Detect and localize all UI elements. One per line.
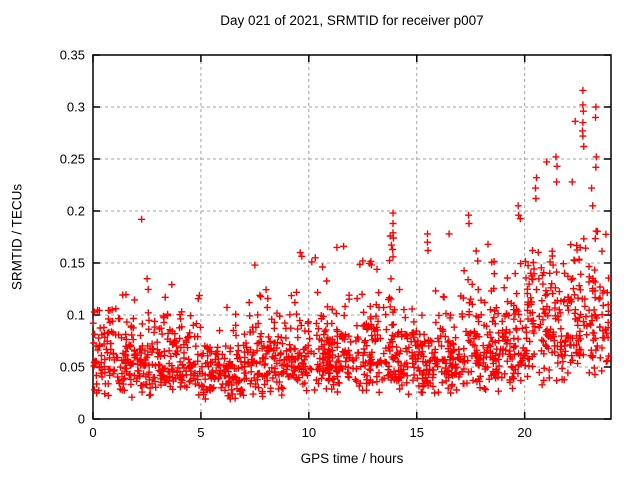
y-tick-label: 0.05 xyxy=(60,360,85,375)
y-tick-label: 0.25 xyxy=(60,152,85,167)
x-tick-label: 20 xyxy=(517,425,531,440)
x-tick-label: 5 xyxy=(197,425,204,440)
x-tick-label: 0 xyxy=(89,425,96,440)
chart-title: Day 021 of 2021, SRMTID for receiver p00… xyxy=(220,13,484,28)
x-tick-label: 10 xyxy=(302,425,316,440)
y-tick-label: 0.3 xyxy=(67,100,85,115)
y-tick-label: 0.1 xyxy=(67,308,85,323)
y-tick-label: 0.15 xyxy=(60,256,85,271)
plot-border xyxy=(92,54,612,420)
x-tick-label: 15 xyxy=(410,425,424,440)
x-axis-label: GPS time / hours xyxy=(300,451,404,466)
y-tick-label: 0.2 xyxy=(67,204,85,219)
y-tick-label: 0.35 xyxy=(60,48,85,63)
y-tick-label: 0 xyxy=(78,412,85,427)
scatter-points xyxy=(89,86,613,403)
